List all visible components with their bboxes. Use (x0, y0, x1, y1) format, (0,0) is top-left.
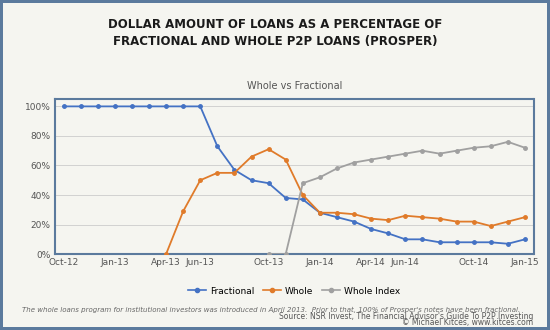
Text: © Michael Kitces, www.kitces.com: © Michael Kitces, www.kitces.com (403, 318, 534, 327)
Text: The whole loans program for institutional investors was introduced in April 2013: The whole loans program for institutiona… (22, 307, 520, 313)
Legend: Fractional, Whole, Whole Index: Fractional, Whole, Whole Index (185, 283, 404, 299)
Text: DOLLAR AMOUNT OF LOANS AS A PERCENTAGE OF
FRACTIONAL AND WHOLE P2P LOANS (PROSPE: DOLLAR AMOUNT OF LOANS AS A PERCENTAGE O… (108, 18, 442, 48)
Text: Source: NSR Invest, The Financial Advisor's Guide To P2P Investing: Source: NSR Invest, The Financial Adviso… (279, 312, 534, 321)
Text: Whole vs Fractional: Whole vs Fractional (246, 81, 342, 91)
